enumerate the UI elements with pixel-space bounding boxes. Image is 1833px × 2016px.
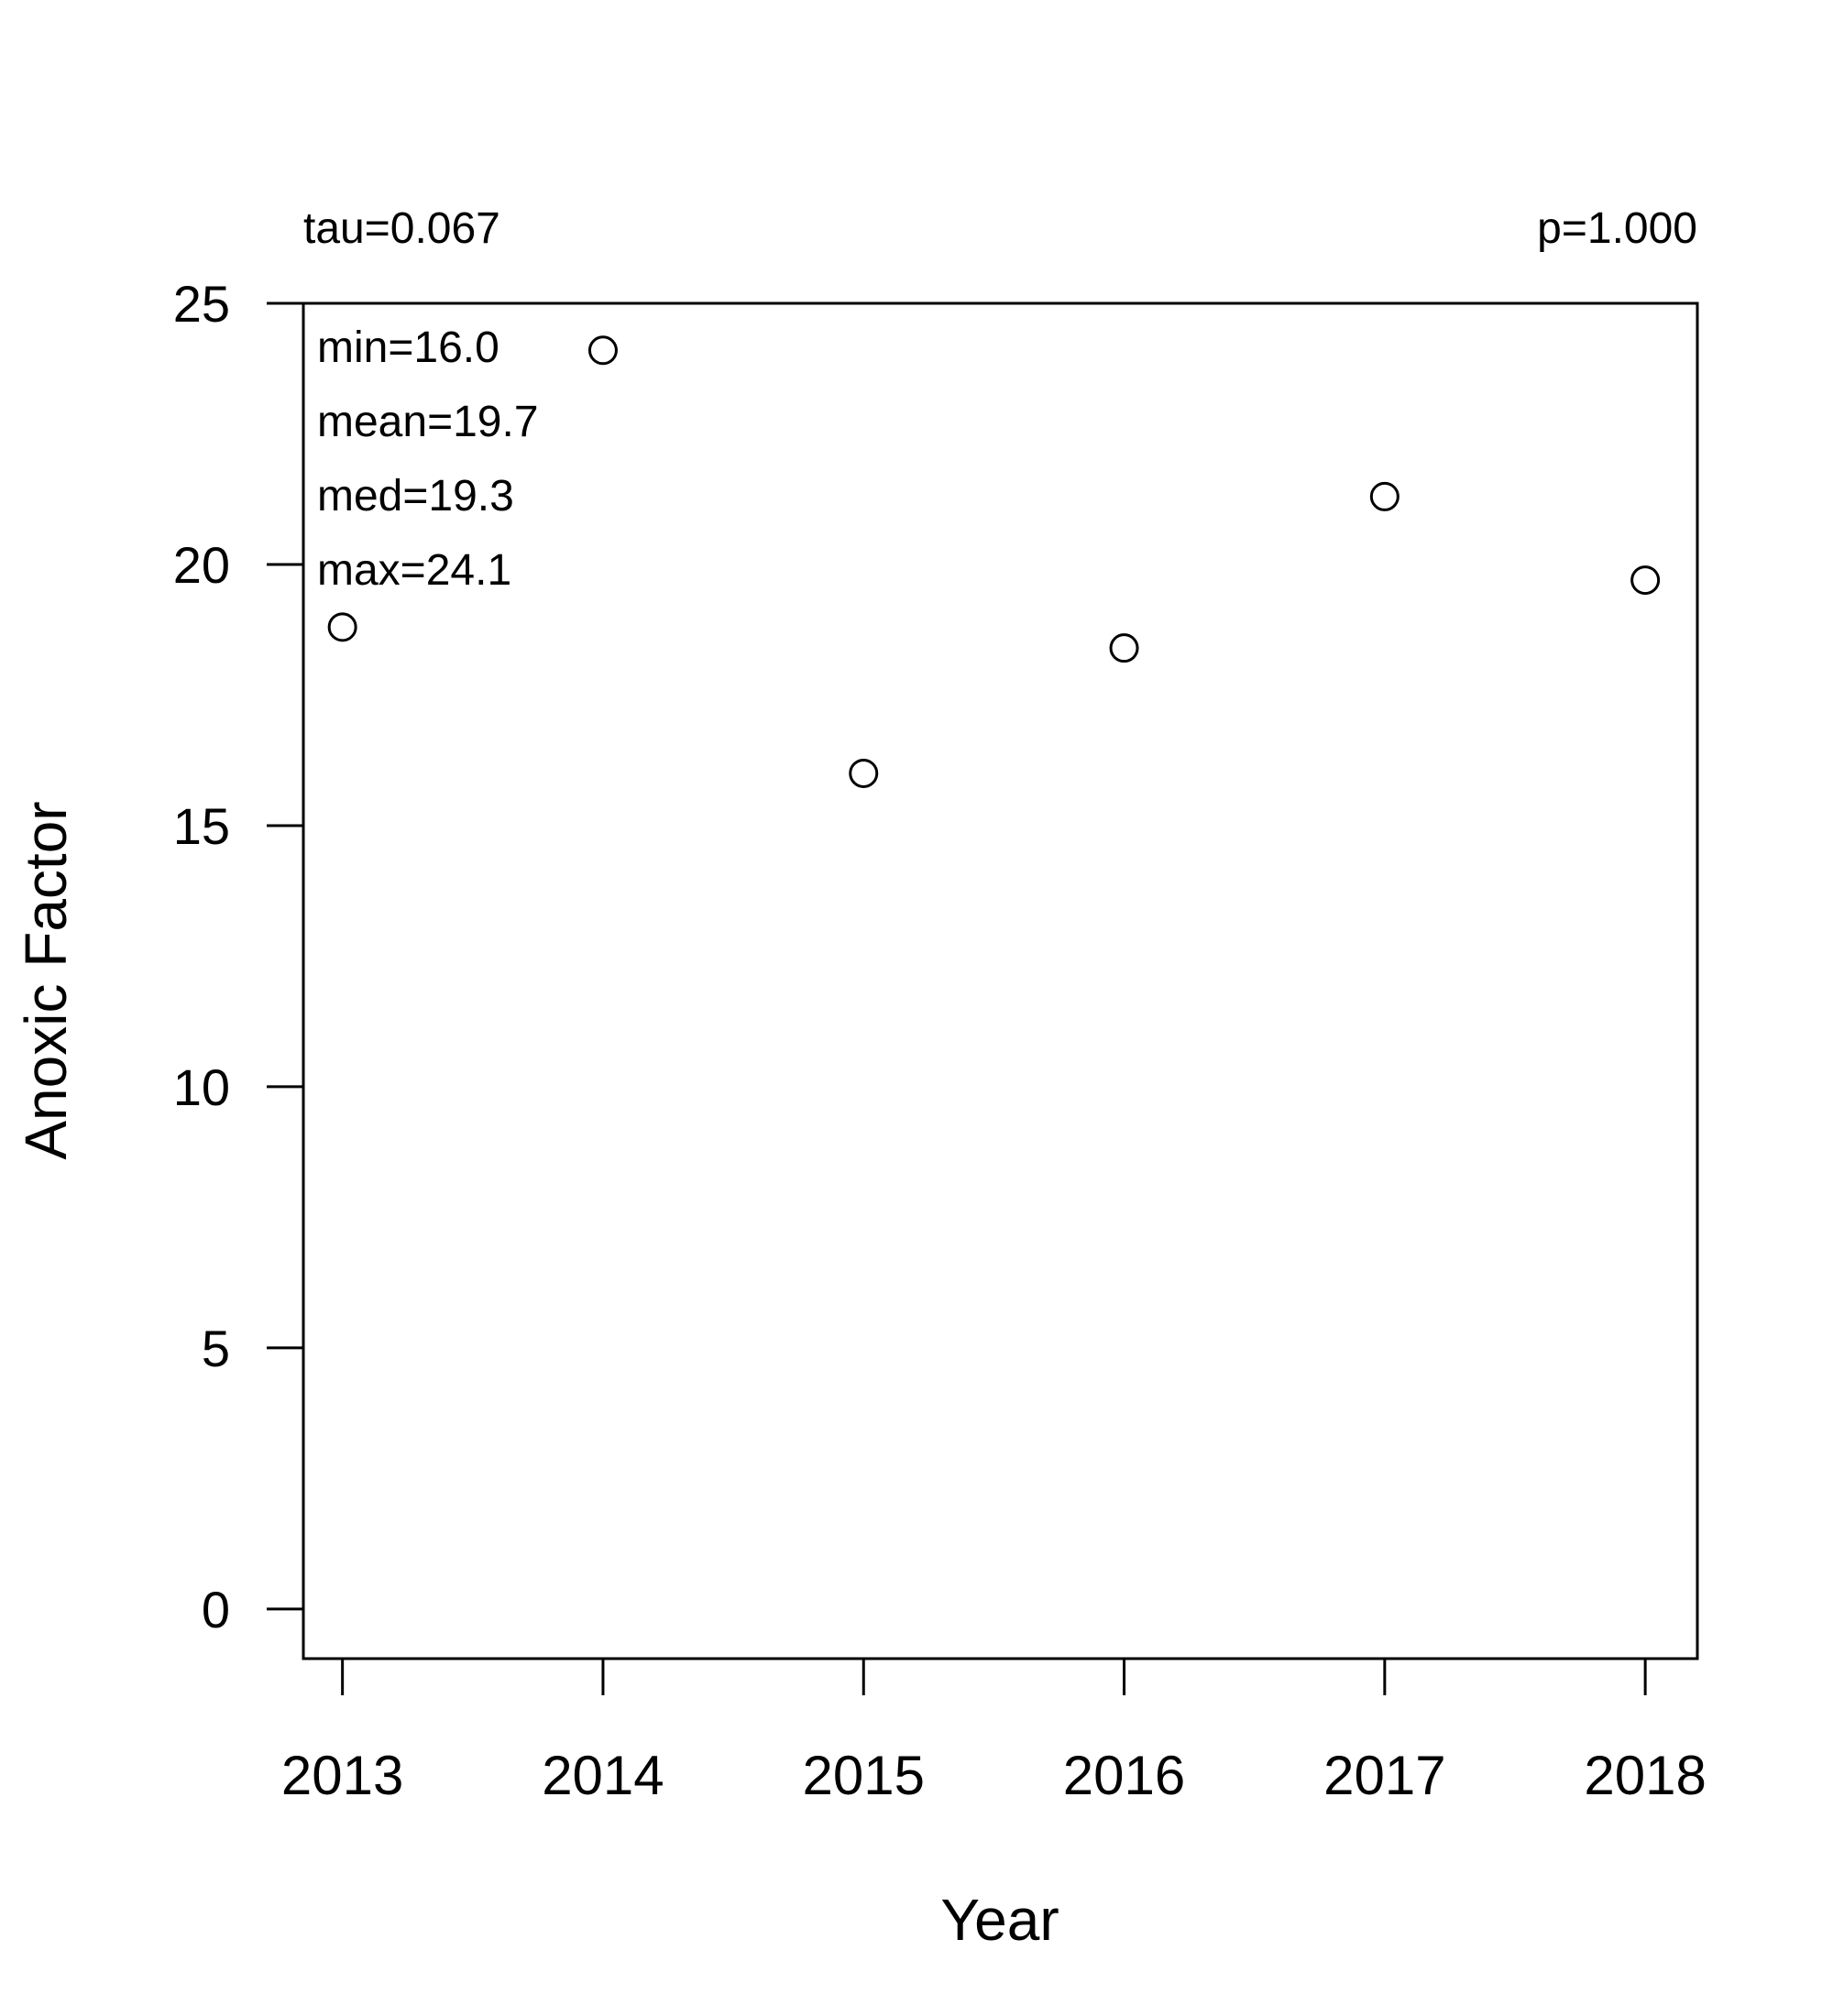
y-tick-label-15: 15 bbox=[173, 797, 230, 855]
data-point-2013 bbox=[327, 612, 357, 642]
plot-frame bbox=[302, 301, 1699, 1660]
x-axis: 2013 2014 2015 2016 2017 2018 bbox=[281, 1659, 1707, 1806]
y-tick-label-10: 10 bbox=[173, 1058, 230, 1116]
data-point-2015 bbox=[849, 758, 879, 788]
stat-max: max=24.1 bbox=[317, 546, 511, 595]
stat-med: med=19.3 bbox=[317, 472, 514, 520]
data-point-2016 bbox=[1109, 633, 1139, 663]
x-tick-label-2015: 2015 bbox=[803, 1745, 925, 1806]
y-tick-label-20: 20 bbox=[173, 536, 230, 594]
y-axis-title: Anoxic Factor bbox=[13, 801, 79, 1159]
tau-annotation: tau=0.067 bbox=[303, 204, 500, 253]
y-tick-label-5: 5 bbox=[202, 1320, 230, 1377]
stat-mean: mean=19.7 bbox=[317, 398, 539, 446]
x-axis-title: Year bbox=[940, 1887, 1059, 1953]
y-tick-label-25: 25 bbox=[173, 275, 230, 333]
p-annotation: p=1.000 bbox=[1537, 204, 1697, 253]
x-tick-label-2014: 2014 bbox=[542, 1745, 664, 1806]
y-axis: 0 5 10 15 20 25 bbox=[173, 275, 303, 1638]
data-point-2014 bbox=[587, 335, 618, 366]
data-point-2017 bbox=[1369, 481, 1399, 511]
data-point-2018 bbox=[1630, 565, 1661, 596]
x-tick-label-2013: 2013 bbox=[281, 1745, 403, 1806]
x-tick-label-2018: 2018 bbox=[1584, 1745, 1706, 1806]
y-tick-label-0: 0 bbox=[202, 1581, 230, 1638]
data-points bbox=[327, 335, 1661, 788]
x-tick-label-2017: 2017 bbox=[1323, 1745, 1445, 1806]
stat-min: min=16.0 bbox=[317, 323, 499, 372]
x-tick-label-2016: 2016 bbox=[1063, 1745, 1185, 1806]
